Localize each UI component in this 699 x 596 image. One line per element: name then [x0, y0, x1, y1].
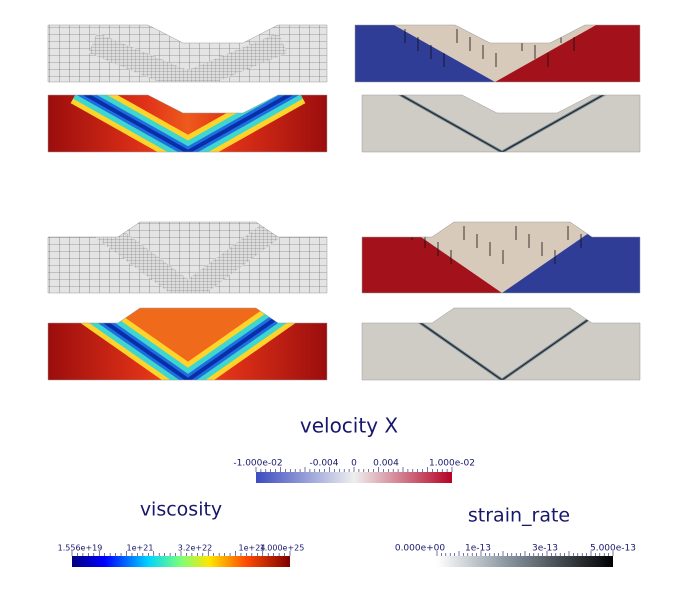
outline: [361, 307, 641, 381]
colorbar: [256, 472, 452, 483]
outline: [361, 221, 641, 294]
colorbar-title: strain_rate: [468, 505, 570, 527]
shear-core: [391, 308, 613, 380]
colorbar: [72, 556, 290, 567]
panels: [47, 24, 641, 381]
outline: [47, 94, 328, 153]
colorbar-title: velocity X: [300, 414, 399, 438]
outline: [47, 307, 328, 381]
strain: [362, 95, 640, 152]
heat-panel: [48, 308, 327, 380]
colorbar-tick-label: 1.000e+25: [260, 544, 305, 553]
colorbar-tick-label: 3e-13: [532, 544, 558, 554]
heat-panel: [48, 95, 327, 152]
refined-mesh: [86, 222, 290, 293]
colorbar-tick-label: -0.004: [309, 459, 338, 469]
outline: [47, 221, 328, 294]
colorbars: velocity X -1.000e-02 -0.004 0 0.004 1.000e-0…: [58, 414, 636, 567]
vel-panel: [362, 222, 640, 293]
colorbar-tick-label: 1.556e+19: [58, 544, 103, 553]
colorbar-tick-label: 1e-13: [465, 544, 491, 554]
outline: [47, 24, 328, 83]
colorbar-tick-label: 0: [351, 459, 357, 469]
colorbar-tick-label: 1.000e-02: [429, 459, 475, 469]
mesh-panel: [48, 222, 327, 293]
colorbar-tick-label: 3.2e+22: [178, 544, 213, 553]
colorbar-tick-label: 5.000e-13: [590, 544, 636, 554]
mesh: [48, 25, 327, 82]
shear-band: [77, 95, 299, 152]
outline: [354, 24, 641, 83]
wedge: [392, 222, 612, 293]
shear-core: [391, 95, 613, 152]
outline: [361, 94, 641, 153]
colorbar-tick-label: 1e+21: [127, 544, 154, 553]
colorbar-tick-label: -1.000e-02: [233, 459, 282, 469]
colorbar-tick-label: 0.000e+00: [395, 544, 446, 554]
colorbar-tick-label: 0.004: [373, 459, 399, 469]
shear-band: [76, 308, 300, 380]
strain-panel: [362, 308, 640, 380]
vel-panel: [355, 25, 640, 82]
strain: [362, 308, 640, 380]
strain-panel: [362, 95, 640, 152]
mesh-panel: [48, 25, 327, 82]
colorbar-title: viscosity: [140, 499, 222, 521]
colorbar-tick-label: 1e+24: [239, 544, 266, 553]
colorbar: [437, 556, 613, 567]
refined-mesh: [88, 32, 288, 82]
plateau: [98, 308, 278, 380]
